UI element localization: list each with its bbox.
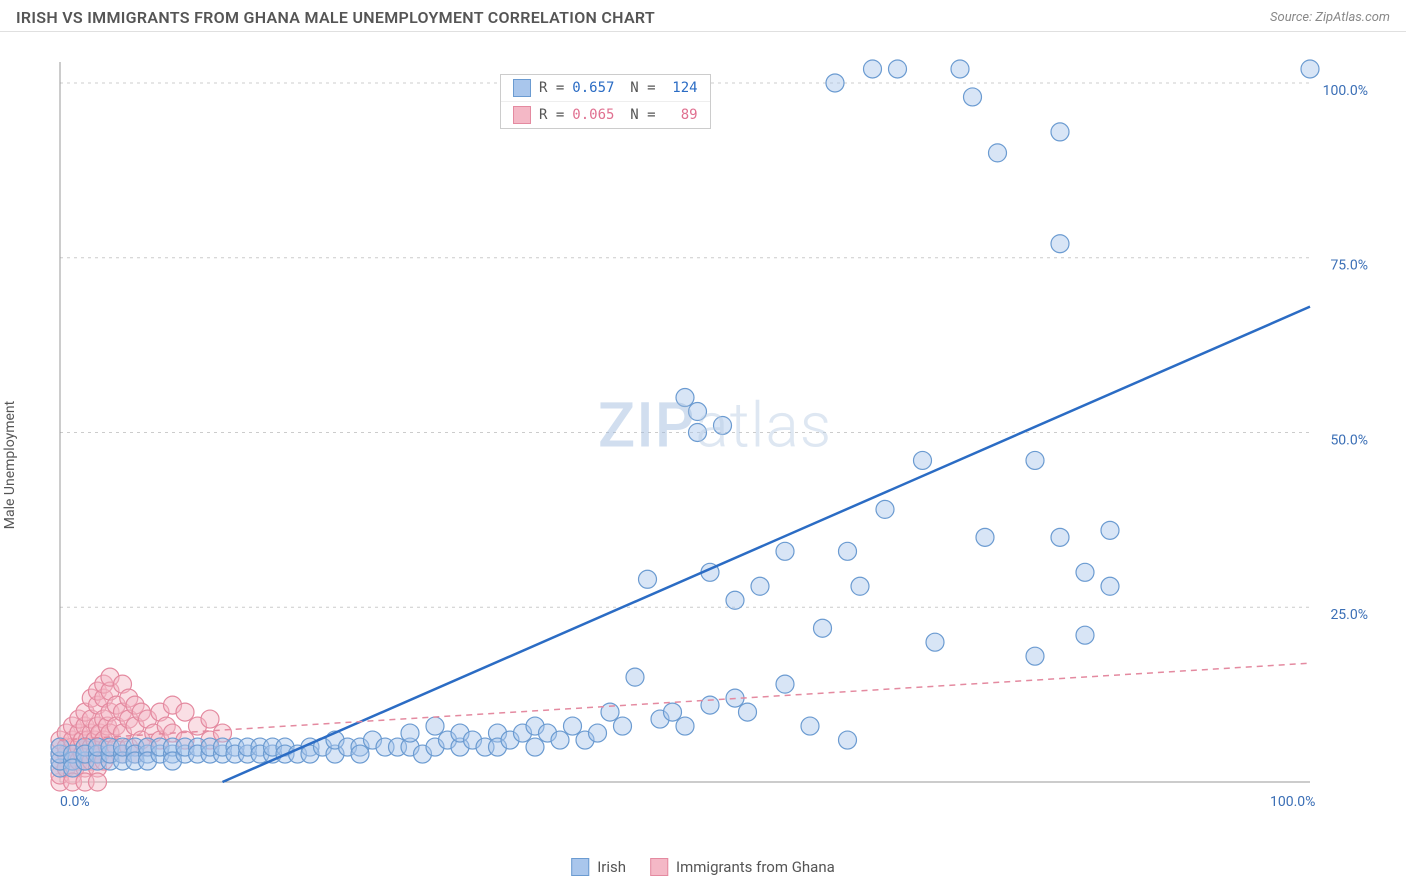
legend-swatch [571,858,589,876]
data-point [776,675,794,693]
data-point [551,731,569,749]
data-point [689,423,707,441]
correlation-legend: R =0.657N =124R =0.065N =89 [500,74,711,129]
data-point [1301,60,1319,78]
data-point [676,389,694,407]
y-tick-label: 100.0% [1323,83,1368,99]
legend-item: Irish [571,858,626,876]
data-point [1101,577,1119,595]
data-point [701,696,719,714]
data-point [1076,626,1094,644]
legend-label: Irish [597,858,626,876]
data-point [201,710,219,728]
scatter-svg: 25.0% 50.0% 75.0% 100.0% 0.0% 100.0% [50,52,1380,832]
data-point [951,60,969,78]
regression-line [223,307,1311,782]
data-point [839,731,857,749]
data-point [839,542,857,560]
data-point [889,60,907,78]
data-point [614,717,632,735]
data-point [1026,647,1044,665]
data-point [751,577,769,595]
y-tick-label: 50.0% [1330,432,1368,448]
data-point [1051,235,1069,253]
x-tick-label: 0.0% [60,794,90,810]
source-label: Source: ZipAtlas.com [1270,10,1390,25]
data-point [1076,563,1094,581]
data-point [776,542,794,560]
data-point [1101,521,1119,539]
data-point [714,416,732,434]
legend-label: Immigrants from Ghana [676,858,835,876]
data-point [426,717,444,735]
data-point [976,528,994,546]
plot-region: 25.0%50.0%75.0%100.0%0.0%100.0% ZIPatlas… [50,52,1380,832]
data-point [589,724,607,742]
series-legend: Irish Immigrants from Ghana [571,858,835,876]
chart-header: IRISH VS IMMIGRANTS FROM GHANA MALE UNEM… [0,0,1406,32]
x-tick-label: 100.0% [1270,794,1315,810]
legend-swatch [513,106,531,124]
data-point [626,668,644,686]
data-point [914,451,932,469]
data-point [401,724,419,742]
data-point [689,403,707,421]
data-point [1051,123,1069,141]
data-point [864,60,882,78]
data-point [801,717,819,735]
y-tick-label: 75.0% [1330,258,1368,274]
data-point [1051,528,1069,546]
data-point [926,633,944,651]
data-point [989,144,1007,162]
data-point [814,619,832,637]
data-point [676,717,694,735]
data-point [1026,451,1044,469]
data-point [351,745,369,763]
data-point [851,577,869,595]
data-point [639,570,657,588]
data-point [739,703,757,721]
data-point [876,500,894,518]
legend-swatch [513,79,531,97]
legend-row: R =0.065N =89 [501,102,710,128]
y-tick-label: 25.0% [1330,607,1368,623]
y-axis-label: Male Unemployment [2,401,18,529]
data-point [564,717,582,735]
legend-row: R =0.657N =124 [501,75,710,102]
legend-item: Immigrants from Ghana [650,858,835,876]
data-point [89,773,107,791]
data-point [826,74,844,92]
data-point [964,88,982,106]
data-point [664,703,682,721]
data-point [176,703,194,721]
data-point [726,591,744,609]
data-point [526,738,544,756]
chart-title: IRISH VS IMMIGRANTS FROM GHANA MALE UNEM… [16,8,655,27]
legend-swatch [650,858,668,876]
chart-area: Male Unemployment 25.0% 50.0% 75.0% 100.0% 0… [0,32,1406,882]
